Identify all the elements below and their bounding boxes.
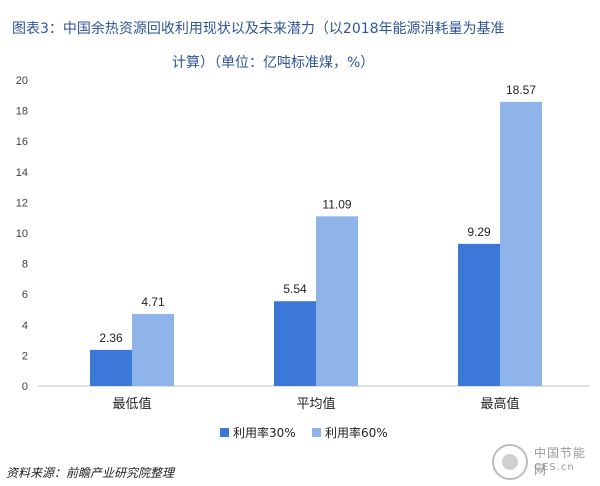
y-tick-label: 16: [16, 136, 28, 148]
chart-title: 图表3：中国余热资源回收利用现状以及未来潜力（以2018年能源消耗量为基准 计算…: [12, 4, 592, 89]
watermark-emblem-icon: [492, 444, 528, 480]
y-tick-label: 12: [16, 197, 28, 209]
category-label: 最低值: [112, 396, 151, 412]
watermark-en: CES.cn: [534, 462, 575, 473]
bar-1-1: [90, 349, 132, 386]
y-tick-label: 4: [22, 320, 28, 332]
source-note: 资料来源：前瞻产业研究院整理: [6, 466, 175, 480]
y-tick-label: 14: [16, 167, 28, 179]
category-label: 最高值: [480, 396, 519, 412]
watermark-logo: 中国节能网 CES.cn: [486, 440, 594, 484]
category-label: 平均值: [296, 396, 335, 412]
data-label: 4.71: [141, 295, 165, 309]
bar-1-3: [458, 243, 500, 386]
data-label: 9.29: [467, 225, 491, 239]
y-tick-label: 18: [16, 106, 28, 118]
y-tick-label: 20: [16, 75, 28, 87]
y-tick-label: 2: [22, 350, 28, 362]
chart-title-line-2: 计算）（单位：亿吨标准煤，%）: [172, 55, 375, 71]
data-label: 18.57: [506, 83, 536, 97]
legend-label-1: 利用率30%: [233, 425, 296, 440]
chart-title-line-1: 图表3：中国余热资源回收利用现状以及未来潜力（以2018年能源消耗量为基准: [12, 21, 505, 37]
y-tick-label: 8: [22, 259, 28, 271]
y-tick-label: 0: [22, 381, 28, 393]
bar-2-3: [500, 101, 542, 386]
bar-1-2: [274, 301, 316, 386]
data-label: 11.09: [322, 197, 351, 211]
data-label: 5.54: [283, 282, 307, 296]
bar-2-2: [316, 216, 358, 386]
bar-2-1: [132, 313, 174, 386]
data-label: 2.36: [99, 331, 123, 345]
watermark-cn: 中国节能网: [534, 446, 587, 477]
legend-label-2: 利用率60%: [325, 425, 388, 440]
legend-swatch-2: [312, 428, 321, 437]
y-tick-label: 10: [16, 228, 28, 240]
legend-swatch-1: [220, 428, 229, 437]
y-tick-label: 6: [22, 289, 28, 301]
